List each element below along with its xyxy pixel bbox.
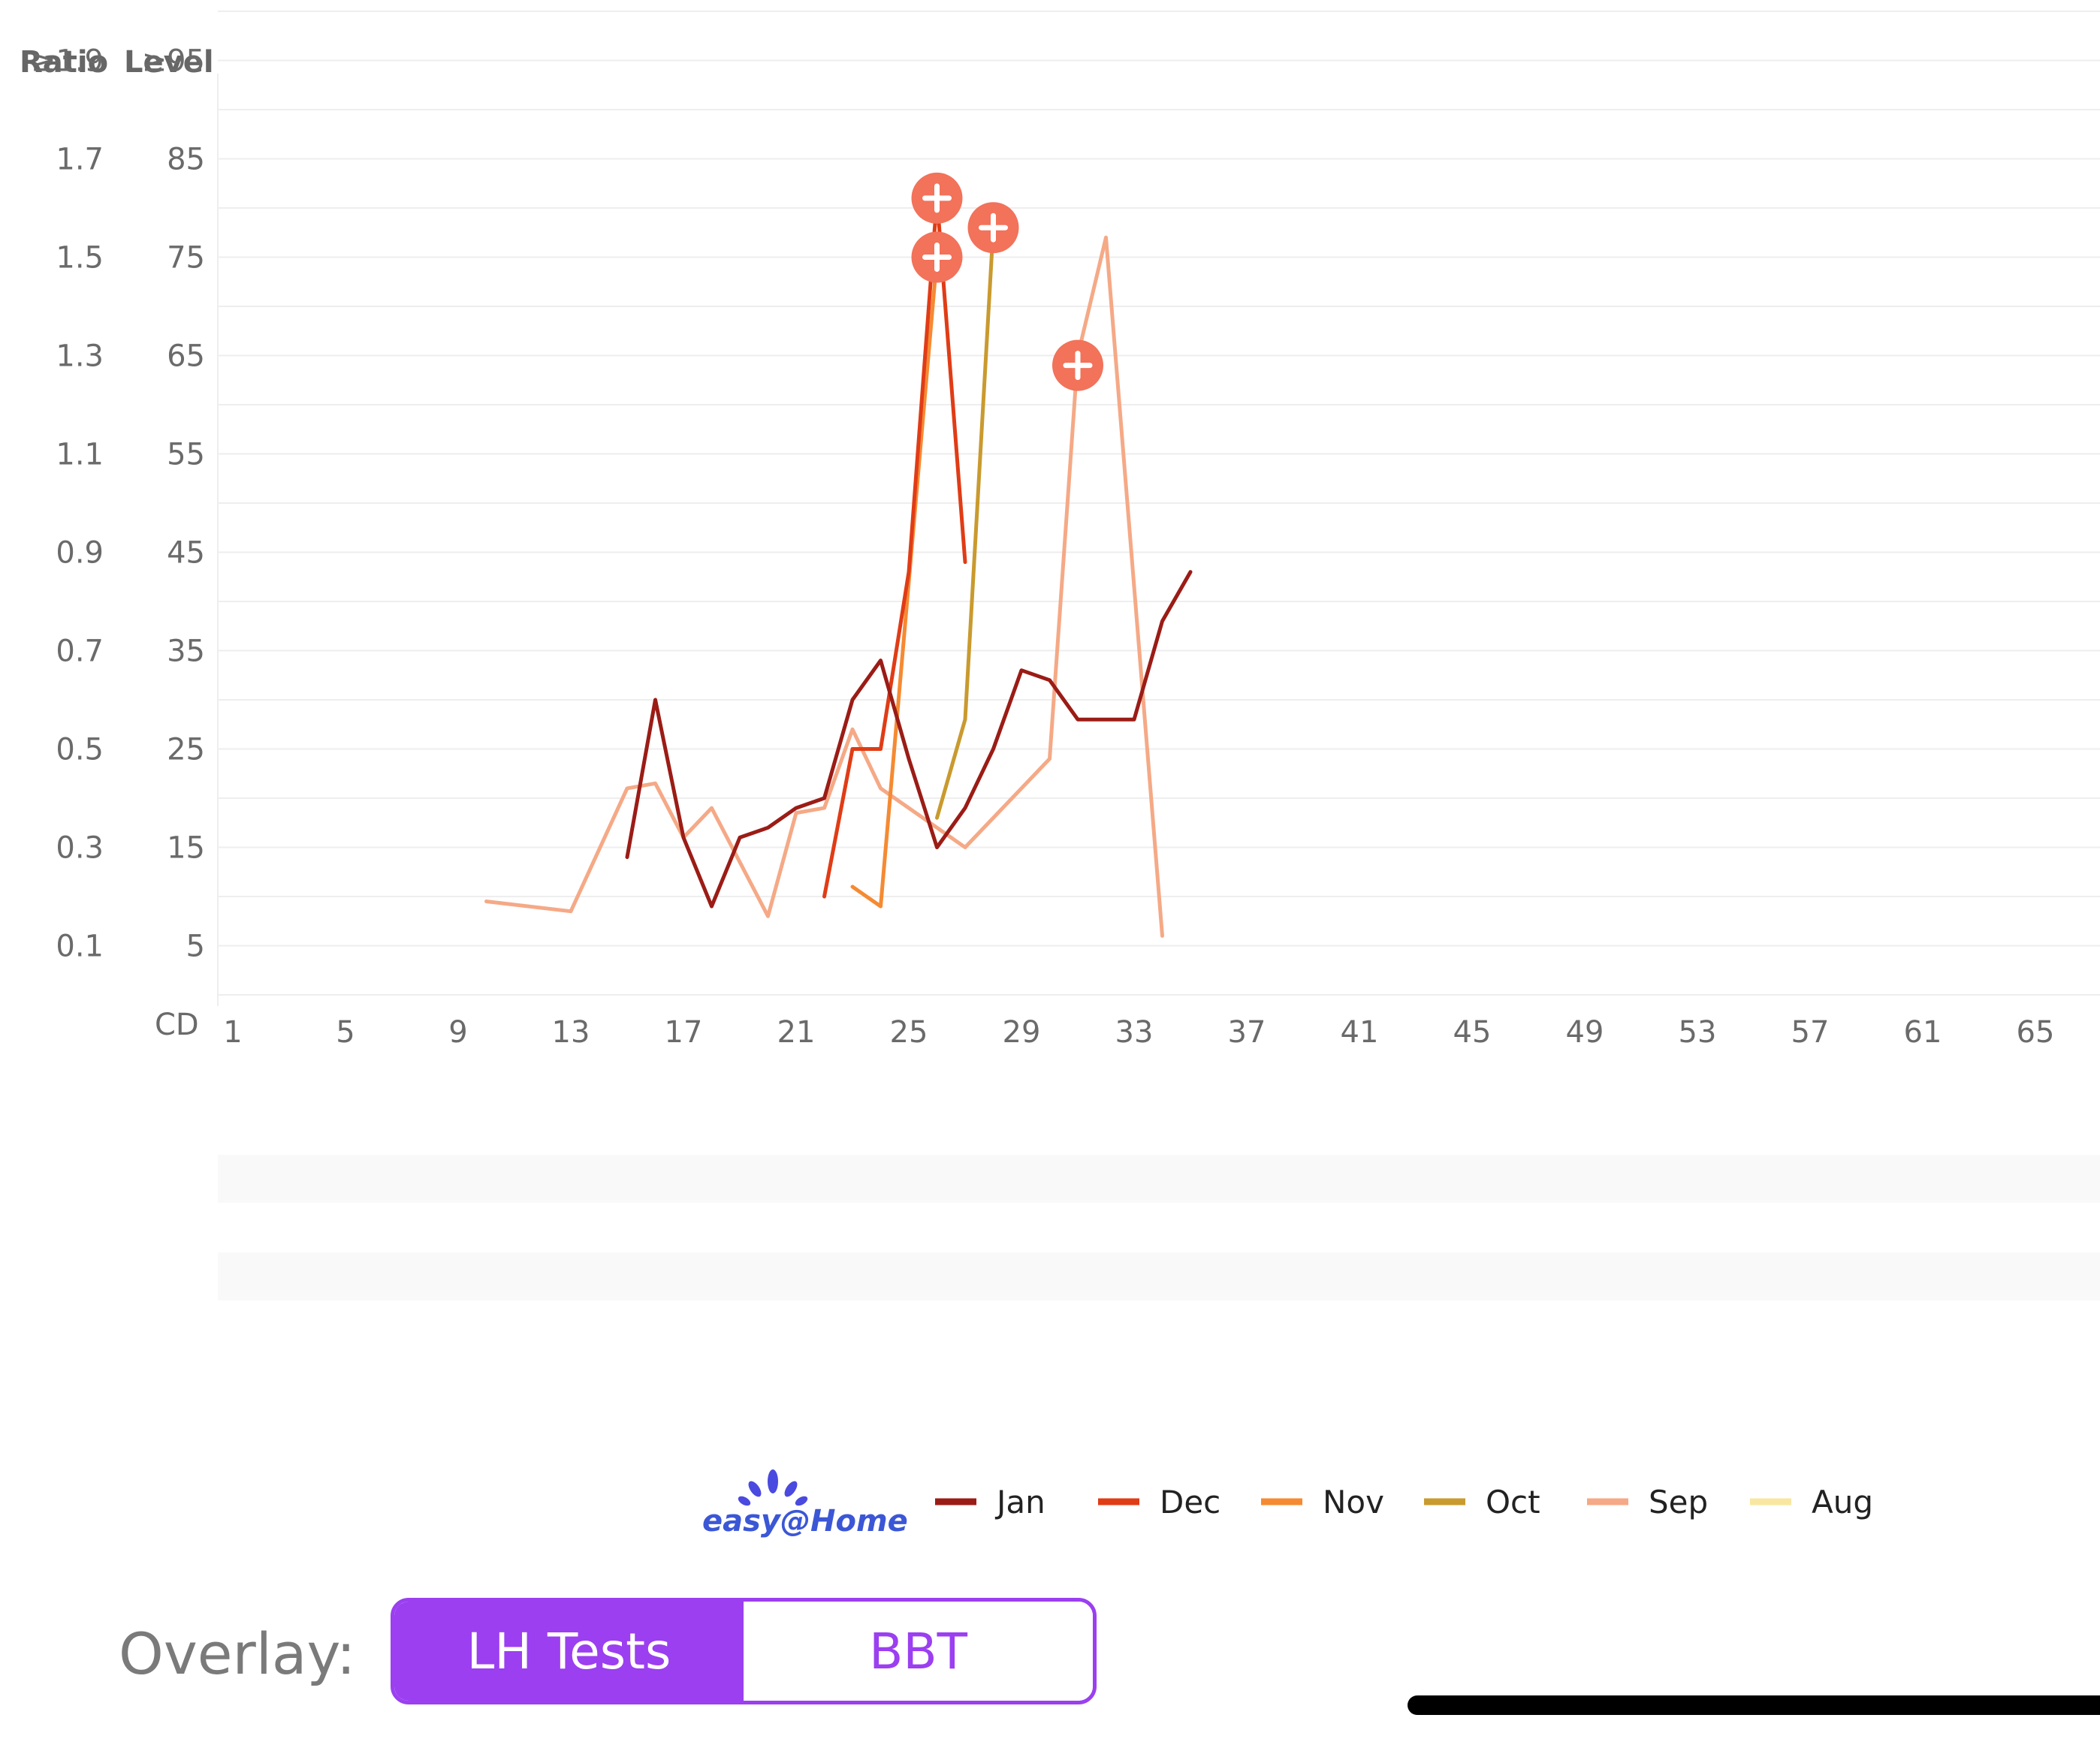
peak-marker-icon[interactable] (911, 172, 963, 224)
x-tick: 21 (777, 1015, 816, 1050)
x-tick: 57 (1791, 1015, 1830, 1050)
level-header: Level (124, 45, 214, 80)
y-tick-ratio: 0.7 (56, 634, 104, 669)
legend-item-oct: Oct (1424, 1484, 1540, 1520)
legend-label: Dec (1160, 1484, 1220, 1520)
y-tick-level: ≥95 (142, 44, 205, 79)
series-line-nov (850, 255, 939, 909)
empty-band-1 (218, 1155, 2100, 1203)
x-tick: 9 (448, 1015, 467, 1050)
y-tick-ratio: 0.3 (56, 831, 104, 866)
overlay-label: Overlay: (119, 1620, 356, 1687)
legend-label: Nov (1323, 1484, 1384, 1520)
x-tick: 65 (2017, 1015, 2055, 1050)
x-tick: 1 (223, 1015, 242, 1050)
y-tick-level: 85 (167, 143, 205, 177)
series-line-jan (625, 570, 1193, 909)
y-ticks: ≥1.9 ≥95 1.7 85 1.5 75 1.3 65 1.1 55 0.9 45 0.7 35 0.5… (31, 44, 205, 964)
y-tick-level: 55 (167, 438, 205, 472)
legend: Jan Dec Nov Oct Sep Aug (935, 1484, 1873, 1520)
logo-text: easy@Home (702, 1504, 908, 1539)
y-tick-ratio: 1.3 (56, 339, 104, 374)
ratio-header: Ratio (20, 45, 108, 80)
legend-label: Aug (1812, 1484, 1873, 1520)
legend-item-dec: Dec (1098, 1484, 1220, 1520)
grid-lines (217, 11, 2100, 1006)
easyhome-logo: easy@Home (702, 1469, 908, 1539)
x-ticks: 1 5 9 13 17 21 25 29 33 37 41 45 49 53 57 61 65 (223, 1015, 2054, 1050)
series-line-sep (484, 235, 1164, 938)
legend-label: Sep (1649, 1484, 1708, 1520)
peak-marker-icon[interactable] (911, 231, 963, 283)
x-tick: 33 (1115, 1015, 1154, 1050)
legend-label: Oct (1486, 1484, 1540, 1520)
x-tick: 37 (1228, 1015, 1266, 1050)
x-tick: 53 (1679, 1015, 1717, 1050)
y-tick-level: 5 (186, 930, 205, 964)
peak-markers (911, 172, 1103, 391)
series-line-oct (935, 225, 995, 820)
y-tick-ratio: 0.1 (56, 930, 104, 964)
y-tick-level: 15 (167, 831, 205, 866)
y-tick-ratio: 1.7 (56, 143, 104, 177)
home-indicator (1408, 1695, 2100, 1715)
x-tick: 13 (552, 1015, 590, 1050)
x-tick: 49 (1566, 1015, 1604, 1050)
legend-item-sep: Sep (1587, 1484, 1708, 1520)
y-tick-ratio: 0.9 (56, 536, 104, 571)
y-tick-ratio: ≥1.9 (31, 44, 104, 79)
legend-item-nov: Nov (1261, 1484, 1384, 1520)
x-tick: 61 (1904, 1015, 1942, 1050)
logo-splash-icon (738, 1469, 808, 1506)
y-tick-ratio: 1.1 (56, 438, 104, 472)
y-tick-ratio: 1.5 (56, 241, 104, 276)
x-tick: 25 (890, 1015, 928, 1050)
x-tick: 29 (1003, 1015, 1041, 1050)
empty-band-2 (218, 1252, 2100, 1300)
overlay-bbt-button[interactable]: BBT (744, 1602, 1093, 1701)
y-tick-level: 45 (167, 536, 205, 571)
y-tick-level: 65 (167, 339, 205, 374)
peak-marker-icon[interactable] (967, 202, 1019, 254)
overlay-segmented-control[interactable]: LH Tests BBT (391, 1598, 1097, 1704)
overlay-lh-tests-button[interactable]: LH Tests (394, 1602, 744, 1701)
y-tick-level: 35 (167, 634, 205, 669)
x-axis-label: CD (155, 1008, 199, 1042)
legend-item-aug: Aug (1750, 1484, 1873, 1520)
y-tick-level: 75 (167, 241, 205, 276)
legend-item-jan: Jan (935, 1484, 1045, 1520)
x-tick: 45 (1453, 1015, 1492, 1050)
x-tick: 5 (336, 1015, 355, 1050)
peak-marker-icon[interactable] (1052, 339, 1103, 391)
series-lines (484, 196, 1193, 938)
y-tick-level: 25 (167, 733, 205, 767)
y-tick-ratio: 0.5 (56, 733, 104, 767)
legend-label: Jan (994, 1484, 1045, 1520)
x-tick: 41 (1341, 1015, 1379, 1050)
x-tick: 17 (665, 1015, 703, 1050)
